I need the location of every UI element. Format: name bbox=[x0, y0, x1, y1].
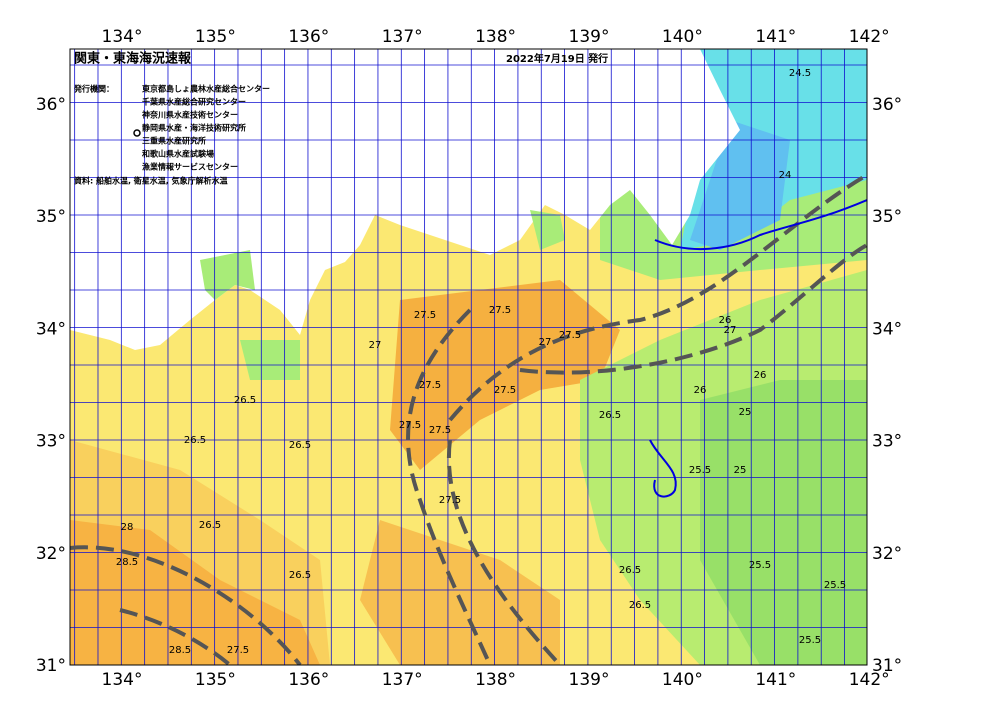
agency: 漁業情報サービスセンター bbox=[142, 162, 238, 172]
lon-label-top: 140° bbox=[662, 27, 703, 47]
contour-label: 24 bbox=[779, 170, 792, 181]
contour-label: 25 bbox=[734, 465, 747, 476]
agency: 三重県水産研究所 bbox=[142, 136, 206, 146]
lat-label-right: 31° bbox=[872, 656, 902, 676]
coastal-zone bbox=[240, 340, 300, 380]
agency: 東京都島しょ農林水産総合センター bbox=[142, 84, 270, 94]
contour-label: 26 bbox=[754, 370, 767, 381]
contour-label: 25 bbox=[739, 407, 752, 418]
agency: 千葉県水産総合研究センター bbox=[142, 97, 246, 107]
credits-label: 発行機関： bbox=[73, 84, 114, 94]
map-frame bbox=[69, 48, 868, 666]
contour-labels: 27.5 27.527.5 27.527.527.527.527.527 272726… bbox=[116, 68, 846, 656]
lon-label-bottom: 134° bbox=[102, 670, 143, 690]
contour-label: 26.5 bbox=[199, 520, 221, 531]
lon-label-top: 136° bbox=[288, 27, 329, 47]
lon-label-bottom: 141° bbox=[755, 670, 796, 690]
lat-label-right: 34° bbox=[872, 319, 902, 339]
axis-labels: 134° 134° 135° 135° 136° 136° 137° 137° 138° 138°… bbox=[36, 27, 902, 690]
contour-label: 27.5 bbox=[494, 385, 516, 396]
lat-label-right: 33° bbox=[872, 432, 902, 452]
lon-label-top: 134° bbox=[102, 27, 143, 47]
lat-label-left: 34° bbox=[36, 319, 66, 339]
agency: 和歌山県水産試験場 bbox=[142, 149, 214, 159]
contour-line bbox=[649, 199, 867, 498]
contour-label: 27 bbox=[539, 337, 552, 348]
contour-label: 27.5 bbox=[227, 645, 249, 656]
lat-label-right: 36° bbox=[872, 95, 902, 115]
contour-label: 25.5 bbox=[689, 465, 711, 476]
contour-label: 26.5 bbox=[289, 570, 311, 581]
contour-label: 27.5 bbox=[489, 305, 511, 316]
contour-label: 26.5 bbox=[234, 395, 256, 406]
contour-label: 26.5 bbox=[619, 565, 641, 576]
lat-label-right: 32° bbox=[872, 544, 902, 564]
contour-label: 28.5 bbox=[169, 645, 191, 656]
contour-label: 27 bbox=[369, 340, 382, 351]
lon-label-top: 141° bbox=[755, 27, 796, 47]
graticule bbox=[70, 49, 867, 665]
lon-label-top: 137° bbox=[382, 27, 423, 47]
lon-label-bottom: 136° bbox=[288, 670, 329, 690]
lon-label-bottom: 139° bbox=[569, 670, 610, 690]
lon-label-bottom: 135° bbox=[195, 670, 236, 690]
contour-label: 27.5 bbox=[419, 380, 441, 391]
contour-label: 24.5 bbox=[789, 68, 811, 79]
contour-label: 25.5 bbox=[749, 560, 771, 571]
lon-label-bottom: 138° bbox=[475, 670, 516, 690]
issue-date: 2022年7月19日 発行 bbox=[506, 52, 608, 65]
data-source: 資料: 船舶水温, 衛星水温, 気象庁解析水温 bbox=[74, 176, 228, 186]
cool-zone bbox=[700, 380, 867, 665]
lat-label-right: 35° bbox=[872, 207, 902, 227]
contour-label: 25.5 bbox=[799, 635, 821, 646]
contour-label: 26 bbox=[694, 385, 707, 396]
lon-label-top: 142° bbox=[849, 27, 890, 47]
cold-zone bbox=[690, 120, 790, 250]
lat-label-left: 35° bbox=[36, 207, 66, 227]
contour-label: 26.5 bbox=[629, 600, 651, 611]
map-title: 関東・東海海況速報 bbox=[74, 51, 192, 67]
contour-label: 25.5 bbox=[824, 580, 846, 591]
lat-label-left: 33° bbox=[36, 432, 66, 452]
lon-label-bottom: 137° bbox=[382, 670, 423, 690]
contour-label: 27.5 bbox=[399, 420, 421, 431]
agency-list: 東京都島しょ農林水産総合センター千葉県水産総合研究センター神奈川県水産技術センタ… bbox=[142, 84, 270, 172]
lat-label-left: 31° bbox=[36, 656, 66, 676]
lon-label-top: 135° bbox=[195, 27, 236, 47]
contour-label: 27.5 bbox=[439, 495, 461, 506]
contour-label: 27.5 bbox=[429, 425, 451, 436]
contour-label: 27 bbox=[724, 325, 737, 336]
contour-label: 28.5 bbox=[116, 557, 138, 568]
lon-label-bottom: 140° bbox=[662, 670, 703, 690]
lon-label-top: 139° bbox=[569, 27, 610, 47]
contour-label: 26 bbox=[719, 315, 732, 326]
coastal-zone bbox=[530, 210, 565, 250]
contour-label: 26.5 bbox=[599, 410, 621, 421]
agency: 静岡県水産・海洋技術研究所 bbox=[142, 123, 246, 133]
contour-label: 28 bbox=[121, 522, 134, 533]
marker bbox=[133, 129, 141, 137]
lon-label-top: 138° bbox=[475, 27, 516, 47]
warm-zone bbox=[360, 520, 560, 665]
lat-label-left: 36° bbox=[36, 95, 66, 115]
map-area: 27.5 27.527.5 27.527.527.527.527.527 272726… bbox=[70, 49, 867, 665]
agency: 神奈川県水産技術センター bbox=[142, 110, 238, 120]
contour-label: 26.5 bbox=[184, 435, 206, 446]
contour-label: 27.5 bbox=[559, 330, 581, 341]
contour-label: 27.5 bbox=[414, 310, 436, 321]
lat-label-left: 32° bbox=[36, 544, 66, 564]
contour-label: 26.5 bbox=[289, 440, 311, 451]
lon-label-bottom: 142° bbox=[849, 670, 890, 690]
coastal-zone bbox=[200, 250, 255, 300]
